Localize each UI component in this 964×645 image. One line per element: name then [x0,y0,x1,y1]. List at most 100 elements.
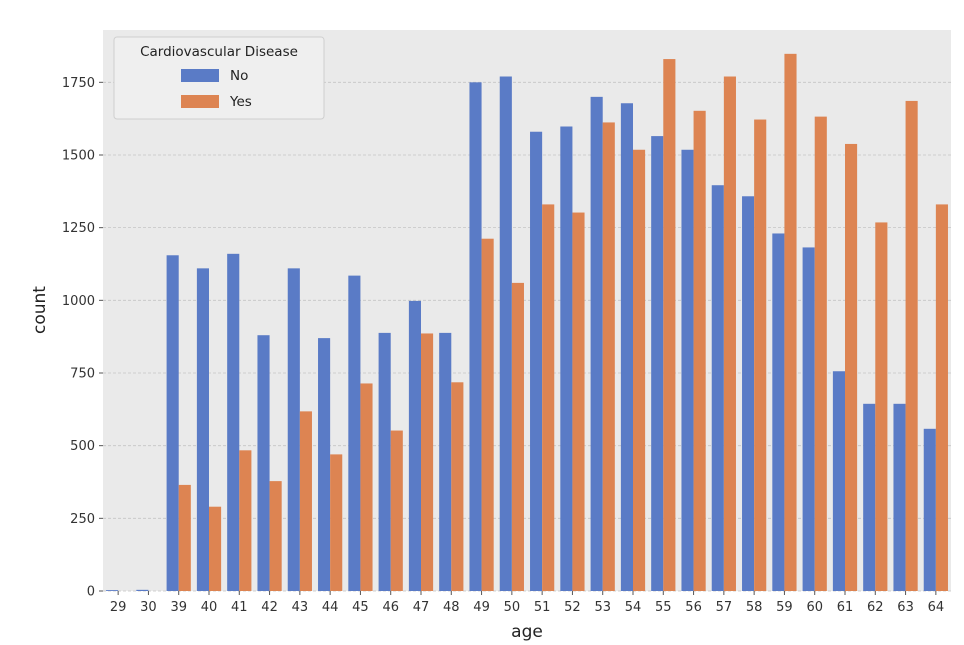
bar-yes-46 [390,430,403,591]
x-tick-label: 51 [534,600,551,615]
x-tick-label: 61 [837,600,854,615]
bar-no-57 [711,185,724,591]
bar-yes-54 [633,149,646,591]
bar-no-29 [106,590,119,591]
x-tick-label: 58 [746,600,763,615]
y-tick-label: 1500 [62,148,95,163]
bar-yes-53 [602,122,615,591]
bar-yes-55 [663,59,676,591]
x-tick-label: 57 [716,600,733,615]
bar-yes-49 [481,238,494,592]
x-tick-label: 56 [685,600,702,615]
bar-no-58 [742,196,755,591]
bar-yes-50 [511,282,524,591]
y-tick-label: 0 [87,585,95,600]
y-axis-label: count [30,286,50,334]
bar-no-60 [802,247,815,591]
y-tick-label: 750 [70,366,95,381]
legend-label-no: No [230,68,248,84]
x-tick-label: 53 [594,600,611,615]
bar-no-42 [257,335,270,591]
x-tick-label: 59 [776,600,793,615]
x-tick-label: 63 [897,600,914,615]
x-tick-label: 47 [413,600,430,615]
x-tick-label: 55 [655,600,672,615]
x-tick-label: 46 [382,600,399,615]
x-tick-label: 39 [170,600,187,615]
x-tick-label: 40 [201,600,218,615]
bars [106,53,948,592]
x-tick-label: 45 [352,600,369,615]
bar-yes-52 [572,212,585,591]
bar-no-55 [651,136,664,591]
x-axis-label: age [511,622,543,642]
bar-no-44 [318,338,331,591]
x-tick-label: 48 [443,600,460,615]
bar-no-46 [378,332,391,591]
bar-yes-39 [178,484,191,591]
bar-no-47 [408,300,421,591]
bar-no-43 [287,268,300,591]
x-tick-label: 49 [473,600,490,615]
bar-yes-40 [209,506,222,591]
bar-yes-63 [905,100,918,592]
x-tick-label: 41 [231,600,248,615]
bar-yes-60 [814,116,827,591]
bar-yes-41 [239,450,252,591]
legend: Cardiovascular Disease No Yes [113,36,325,120]
bar-no-39 [166,255,179,591]
bar-no-40 [196,268,209,591]
bar-no-64 [923,428,936,591]
bar-yes-56 [693,110,706,591]
bar-no-63 [893,403,906,591]
bar-no-54 [620,103,633,591]
bar-no-61 [832,371,845,591]
y-tick-label: 1250 [62,221,95,236]
x-tick-label: 30 [140,600,157,615]
x-tick-label: 50 [504,600,521,615]
x-axis: 29 30 39 40 41 42 43 44 45 46 47 48 49 50 51 52 53 54 55 56… [110,591,944,615]
bar-yes-42 [269,481,282,591]
x-tick-label: 60 [806,600,823,615]
bar-yes-44 [330,454,343,591]
bar-no-51 [530,131,543,591]
x-tick-label: 42 [261,600,278,615]
bar-no-41 [227,253,240,591]
bar-no-30 [136,589,149,591]
bar-yes-64 [935,204,948,591]
x-tick-label: 52 [564,600,581,615]
bar-yes-51 [542,204,555,591]
bar-yes-58 [754,119,767,591]
bar-yes-45 [360,383,373,591]
legend-label-yes: Yes [229,94,252,110]
bar-no-49 [469,82,482,592]
bar-no-62 [863,403,876,591]
x-tick-label: 44 [322,600,339,615]
bar-no-45 [348,275,361,591]
legend-swatch-yes [181,95,219,108]
bar-no-59 [772,233,785,591]
y-tick-label: 250 [70,512,95,527]
bar-yes-61 [845,143,858,592]
bar-yes-47 [421,333,434,591]
bar-no-56 [681,149,694,591]
bar-yes-59 [784,53,797,592]
bar-yes-62 [875,222,888,591]
bar-yes-57 [723,76,736,592]
y-tick-label: 500 [70,439,95,454]
legend-swatch-no [181,69,219,82]
bar-no-48 [439,332,452,591]
x-tick-label: 29 [110,600,127,615]
x-tick-label: 64 [928,600,945,615]
x-tick-label: 54 [625,600,642,615]
legend-title: Cardiovascular Disease [140,44,298,60]
bar-yes-48 [451,382,464,591]
bar-no-50 [499,76,512,592]
x-tick-label: 43 [292,600,309,615]
bar-no-52 [560,126,573,591]
y-tick-label: 1000 [62,294,95,309]
bar-no-53 [590,96,603,591]
x-tick-label: 62 [867,600,884,615]
bar-yes-43 [299,411,312,591]
